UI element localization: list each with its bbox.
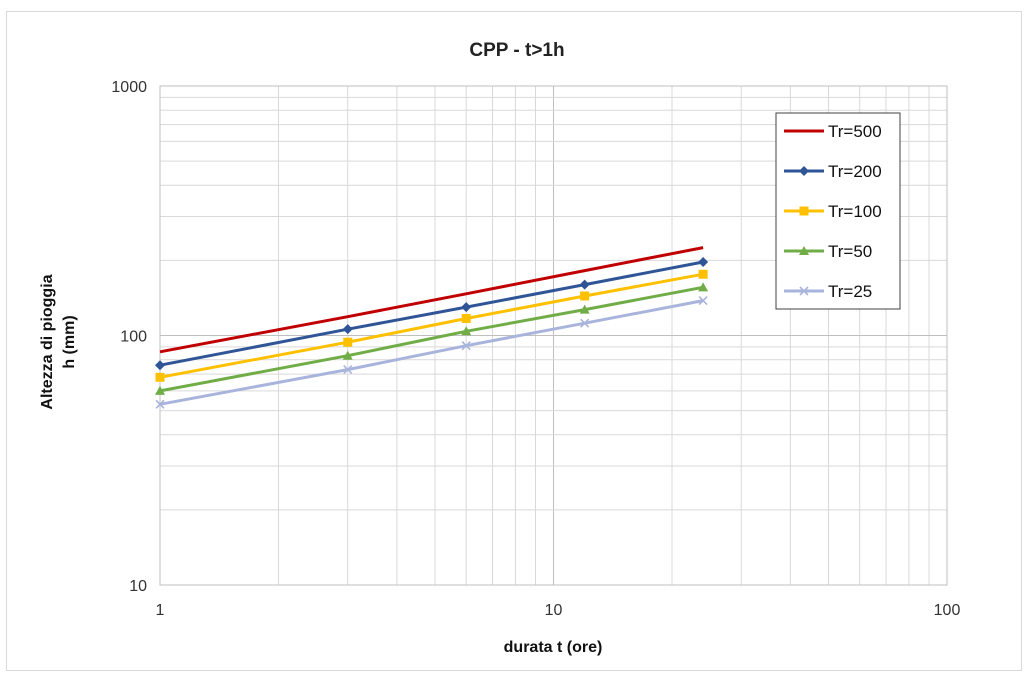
legend-tr50-label: Tr=50 [828, 242, 872, 261]
legend-tr100-point [799, 206, 809, 216]
chart-svg: CPP - t>1h 1 10 100 10 100 1000 durata t (ore… [39, 40, 960, 656]
series-tr200-point [342, 324, 353, 335]
series-tr50-point [698, 282, 709, 292]
series-tr200 [155, 257, 709, 371]
legend-tr50-point [799, 246, 809, 255]
y-tick-label: 1000 [111, 79, 147, 96]
legend-tr200-label: Tr=200 [828, 162, 882, 181]
series-tr100-point [698, 269, 708, 279]
series-tr50-point [155, 385, 165, 395]
y-axis-label-line1: Altezza di pioggia [39, 274, 56, 409]
chart-frame: CPP - t>1h 1 10 100 10 100 1000 durata t (ore… [6, 11, 1022, 671]
x-marker-stroke [343, 365, 353, 375]
series-layer [155, 246, 709, 409]
series-tr25-point [343, 365, 353, 375]
series-tr200-point [698, 257, 709, 268]
series-tr100-line [159, 272, 704, 379]
series-tr500-line [159, 246, 704, 354]
x-marker-stroke [698, 296, 708, 306]
plot-area-border [159, 85, 948, 586]
legend-tr100: Tr=100 [784, 202, 882, 221]
x-tick-label: 100 [934, 602, 961, 619]
tick-layer: 1 10 100 10 100 1000 [111, 79, 960, 619]
series-tr25 [155, 296, 708, 409]
x-marker-stroke [155, 399, 165, 409]
series-tr100 [155, 269, 708, 382]
y-axis-label-line2: h (mm) [61, 315, 78, 368]
legend: Tr=500 Tr=200 Tr=100 Tr=50 Tr=25 [775, 112, 901, 310]
legend-tr200: Tr=200 [784, 162, 882, 181]
series-tr500 [159, 246, 704, 354]
series-tr100-point [461, 313, 471, 323]
series-tr200-point [155, 360, 165, 371]
series-tr200-line [159, 260, 704, 367]
x-tick-label: 1 [156, 602, 165, 619]
x-marker-stroke [799, 286, 809, 296]
x-tick-label: 10 [545, 602, 563, 619]
series-tr100-point [343, 337, 353, 347]
legend-tr200-point [799, 166, 809, 176]
legend-tr500-label: Tr=500 [828, 122, 882, 141]
legend-tr25: Tr=25 [784, 282, 872, 301]
series-tr50-point [461, 326, 472, 336]
x-marker-stroke [461, 341, 471, 351]
series-tr50-point [579, 304, 590, 314]
series-tr200-point [579, 279, 590, 290]
series-tr25-line [159, 299, 704, 406]
series-tr50-point [342, 350, 353, 360]
series-tr25-point [580, 318, 590, 328]
series-tr100-point [580, 291, 590, 301]
legend-tr100-label: Tr=100 [828, 202, 882, 221]
y-tick-label: 100 [120, 329, 147, 346]
series-tr50-line [159, 285, 704, 393]
series-tr200-point [461, 302, 472, 313]
x-axis-label: durata t (ore) [504, 639, 603, 656]
series-tr100-point [155, 372, 165, 382]
legend-tr25-point [799, 286, 809, 296]
legend-tr500: Tr=500 [784, 122, 882, 141]
y-tick-label: 10 [129, 578, 147, 595]
y-axis-label-group: Altezza di pioggia h (mm) [39, 274, 78, 409]
series-tr50 [155, 282, 709, 395]
series-tr25-point [155, 399, 165, 409]
legend-tr50: Tr=50 [784, 242, 872, 261]
series-tr25-point [461, 341, 471, 351]
series-tr25-point [698, 296, 708, 306]
x-marker-stroke [580, 318, 590, 328]
legend-tr25-label: Tr=25 [828, 282, 872, 301]
chart-title: CPP - t>1h [469, 40, 564, 61]
